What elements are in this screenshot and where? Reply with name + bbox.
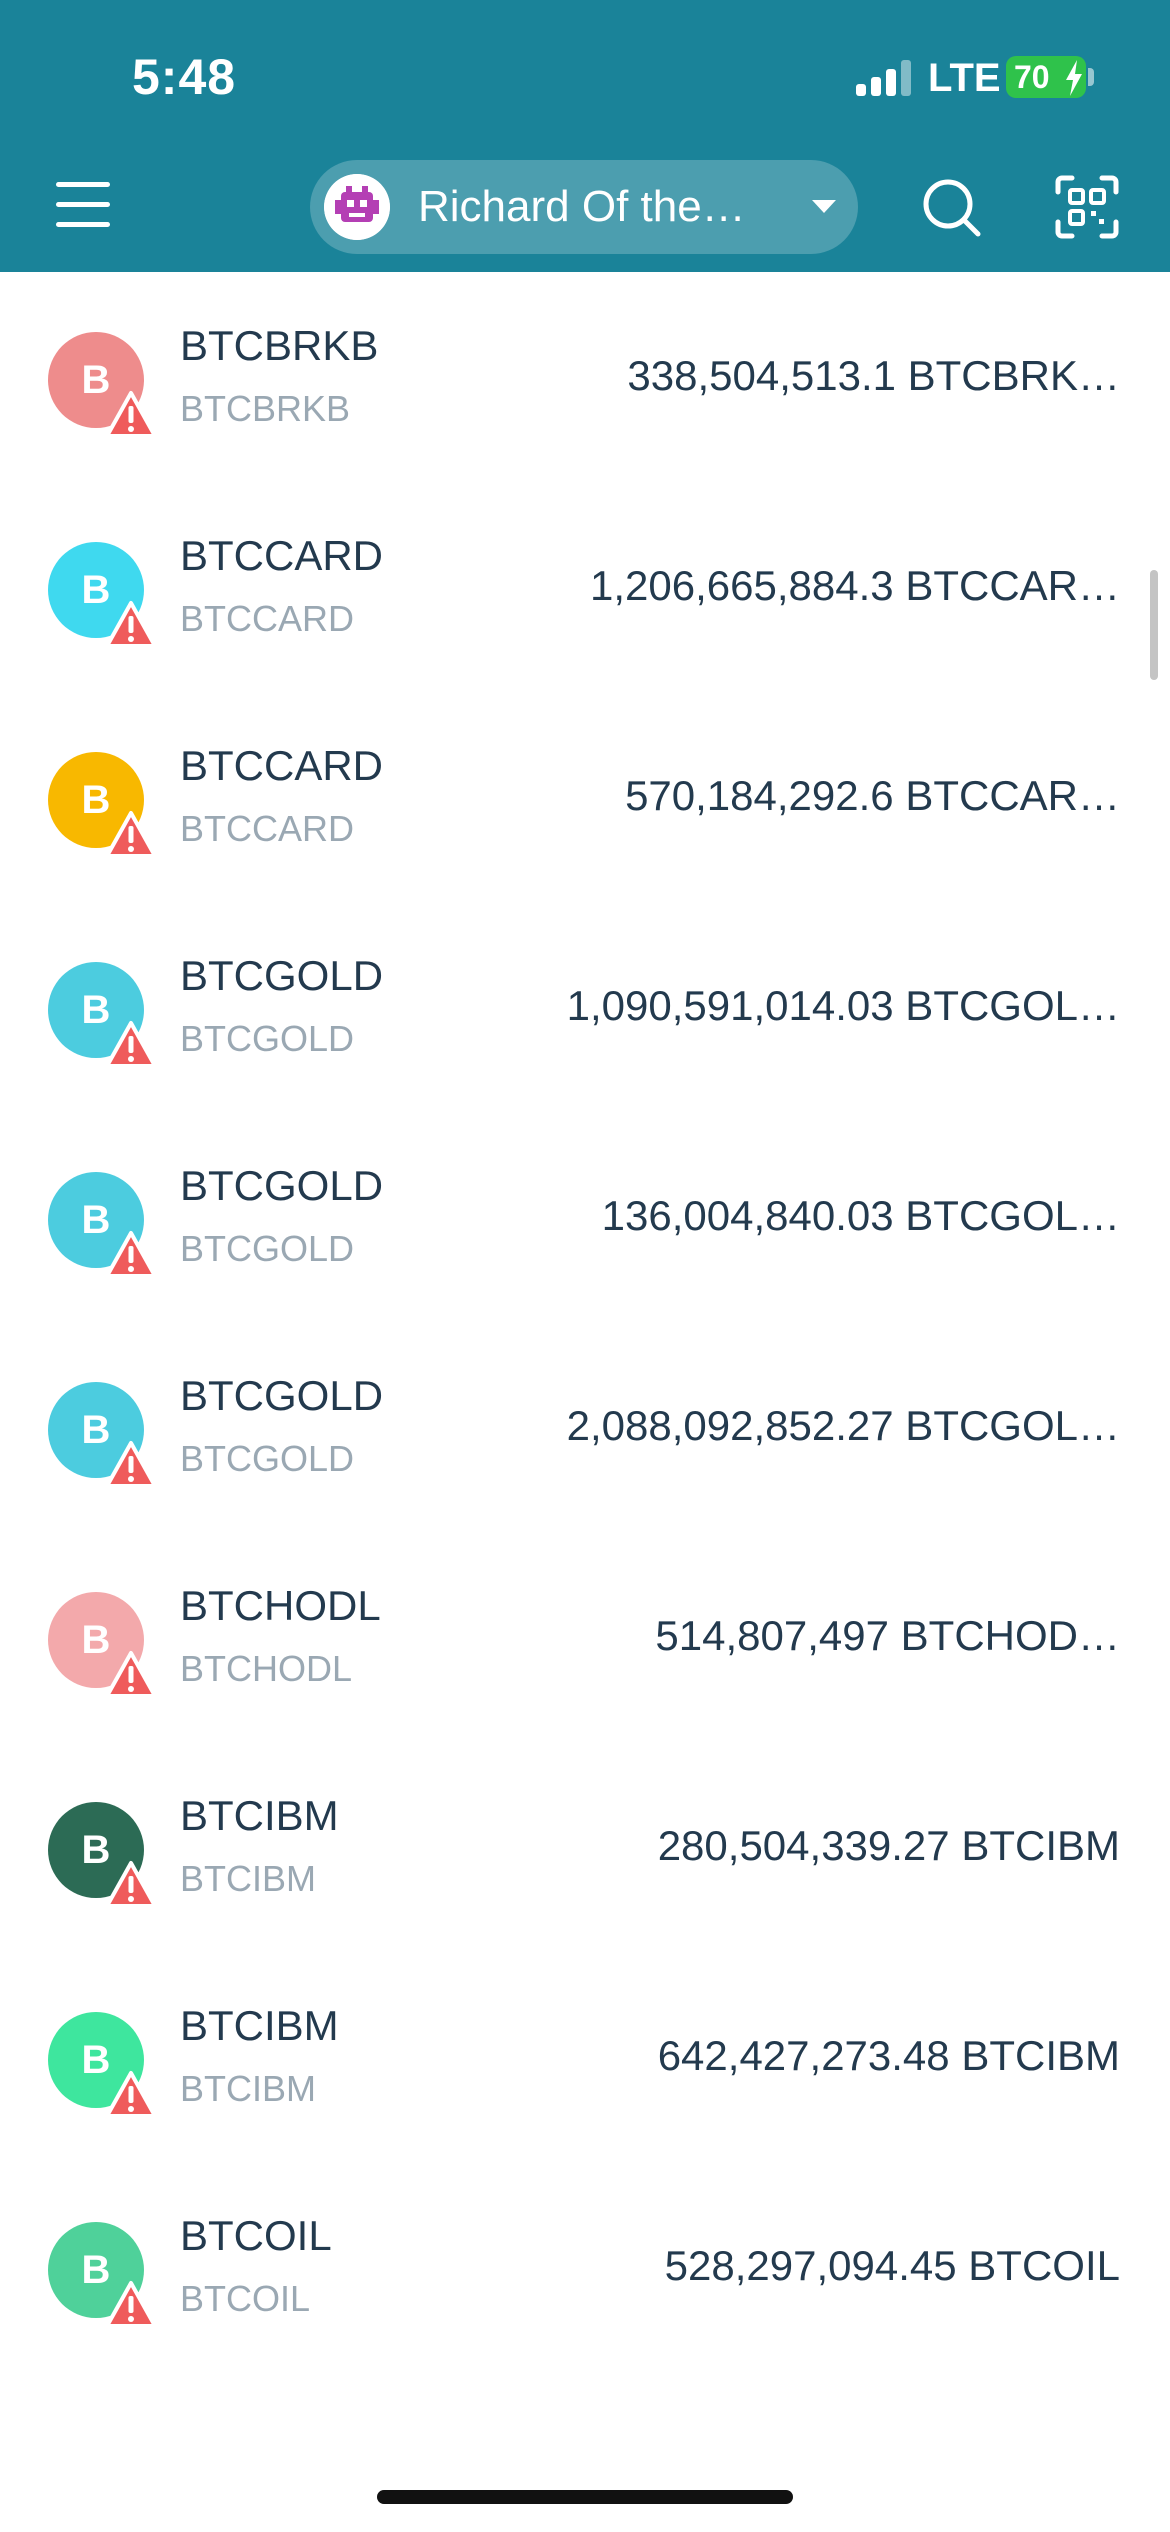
search-icon[interactable]	[916, 172, 986, 242]
token-row[interactable]: B BTCBRKB BTCBRKB 338,504,513.1 BTCBRK…	[0, 272, 1170, 482]
warning-icon	[105, 811, 157, 858]
token-balance: 280,504,339.27 BTCIBM	[657, 1822, 1120, 1869]
token-symbol: BTCBRKB	[180, 388, 351, 429]
network-type: LTE	[928, 56, 1001, 100]
warning-icon	[105, 601, 157, 648]
battery-cap	[1088, 68, 1094, 86]
token-name: BTCCARD	[180, 742, 384, 789]
token-row[interactable]: B BTCGOLD BTCGOLD 136,004,840.03 BTCGOL…	[0, 1112, 1170, 1322]
token-row[interactable]: B BTCGOLD BTCGOLD 1,090,591,014.03 BTCGOL…	[0, 902, 1170, 1112]
status-time: 5:48	[132, 49, 237, 105]
account-selector[interactable]: Richard Of the…	[310, 160, 858, 254]
token-balance: 1,090,591,014.03 BTCGOL…	[566, 982, 1120, 1029]
warning-icon	[105, 1441, 157, 1488]
token-avatar: B	[48, 962, 144, 1058]
token-symbol: BTCHODL	[180, 1648, 353, 1689]
warning-icon	[105, 1231, 157, 1278]
token-row[interactable]: B BTCCARD BTCCARD 1,206,665,884.3 BTCCAR…	[0, 482, 1170, 692]
warning-icon	[105, 1861, 157, 1908]
token-row[interactable]: B BTCIBM BTCIBM 642,427,273.48 BTCIBM	[0, 1952, 1170, 2162]
token-name: BTCGOLD	[180, 952, 384, 999]
token-avatar: B	[48, 2222, 144, 2318]
token-row[interactable]: B BTCOIL BTCOIL 528,297,094.45 BTCOIL	[0, 2162, 1170, 2372]
warning-icon	[105, 2281, 157, 2328]
token-name: BTCBRKB	[180, 322, 379, 369]
token-balance: 2,088,092,852.27 BTCGOL…	[566, 1402, 1120, 1449]
token-balance: 136,004,840.03 BTCGOL…	[601, 1192, 1120, 1239]
token-symbol: BTCCARD	[180, 808, 355, 849]
token-balance: 642,427,273.48 BTCIBM	[657, 2032, 1120, 2079]
warning-icon	[105, 1651, 157, 1698]
menu-button[interactable]	[50, 170, 120, 240]
token-balance: 570,184,292.6 BTCCAR…	[625, 772, 1120, 819]
token-list: B BTCBRKB BTCBRKB 338,504,513.1 BTCBRK… B BTC…	[0, 272, 1170, 2532]
token-symbol: BTCGOLD	[180, 1228, 355, 1269]
warning-icon	[105, 391, 157, 438]
token-balance: 1,206,665,884.3 BTCCAR…	[590, 562, 1120, 609]
cellular-signal-icon	[856, 60, 914, 96]
hamburger-icon	[56, 182, 110, 187]
token-name: BTCGOLD	[180, 1162, 384, 1209]
token-symbol: BTCGOLD	[180, 1018, 355, 1059]
charging-bolt-icon	[1066, 60, 1082, 96]
warning-icon	[105, 2071, 157, 2118]
token-name: BTCHODL	[180, 1582, 381, 1629]
token-name: BTCCARD	[180, 532, 384, 579]
token-row[interactable]: B BTCHODL BTCHODL 514,807,497 BTCHOD…	[0, 1532, 1170, 1742]
token-symbol: BTCOIL	[180, 2278, 311, 2319]
token-symbol: BTCIBM	[180, 1858, 317, 1899]
scrollbar[interactable]	[1150, 570, 1158, 680]
token-balance: 514,807,497 BTCHOD…	[655, 1612, 1120, 1659]
home-indicator	[377, 2490, 793, 2504]
token-symbol: BTCIBM	[180, 2068, 317, 2109]
token-row[interactable]: B BTCCARD BTCCARD 570,184,292.6 BTCCAR…	[0, 692, 1170, 902]
token-row[interactable]: B BTCIBM BTCIBM 280,504,339.27 BTCIBM	[0, 1742, 1170, 1952]
qr-scan-icon[interactable]	[1052, 172, 1122, 242]
warning-icon	[105, 1021, 157, 1068]
token-name: BTCIBM	[180, 2002, 339, 2049]
token-name: BTCIBM	[180, 1792, 339, 1839]
chevron-down-icon	[812, 200, 836, 213]
account-avatar-icon	[324, 174, 390, 240]
token-row[interactable]: B BTCGOLD BTCGOLD 2,088,092,852.27 BTCGOL…	[0, 1322, 1170, 1532]
app-header: 5:48 LTE 70	[0, 0, 1170, 272]
token-name: BTCGOLD	[180, 1372, 384, 1419]
account-name: Richard Of the…	[418, 182, 746, 231]
token-symbol: BTCCARD	[180, 598, 355, 639]
token-symbol: BTCGOLD	[180, 1438, 355, 1479]
token-balance: 528,297,094.45 BTCOIL	[664, 2242, 1120, 2289]
battery-level: 70	[1014, 59, 1050, 95]
token-balance: 338,504,513.1 BTCBRK…	[627, 352, 1120, 399]
token-name: BTCOIL	[180, 2212, 332, 2259]
